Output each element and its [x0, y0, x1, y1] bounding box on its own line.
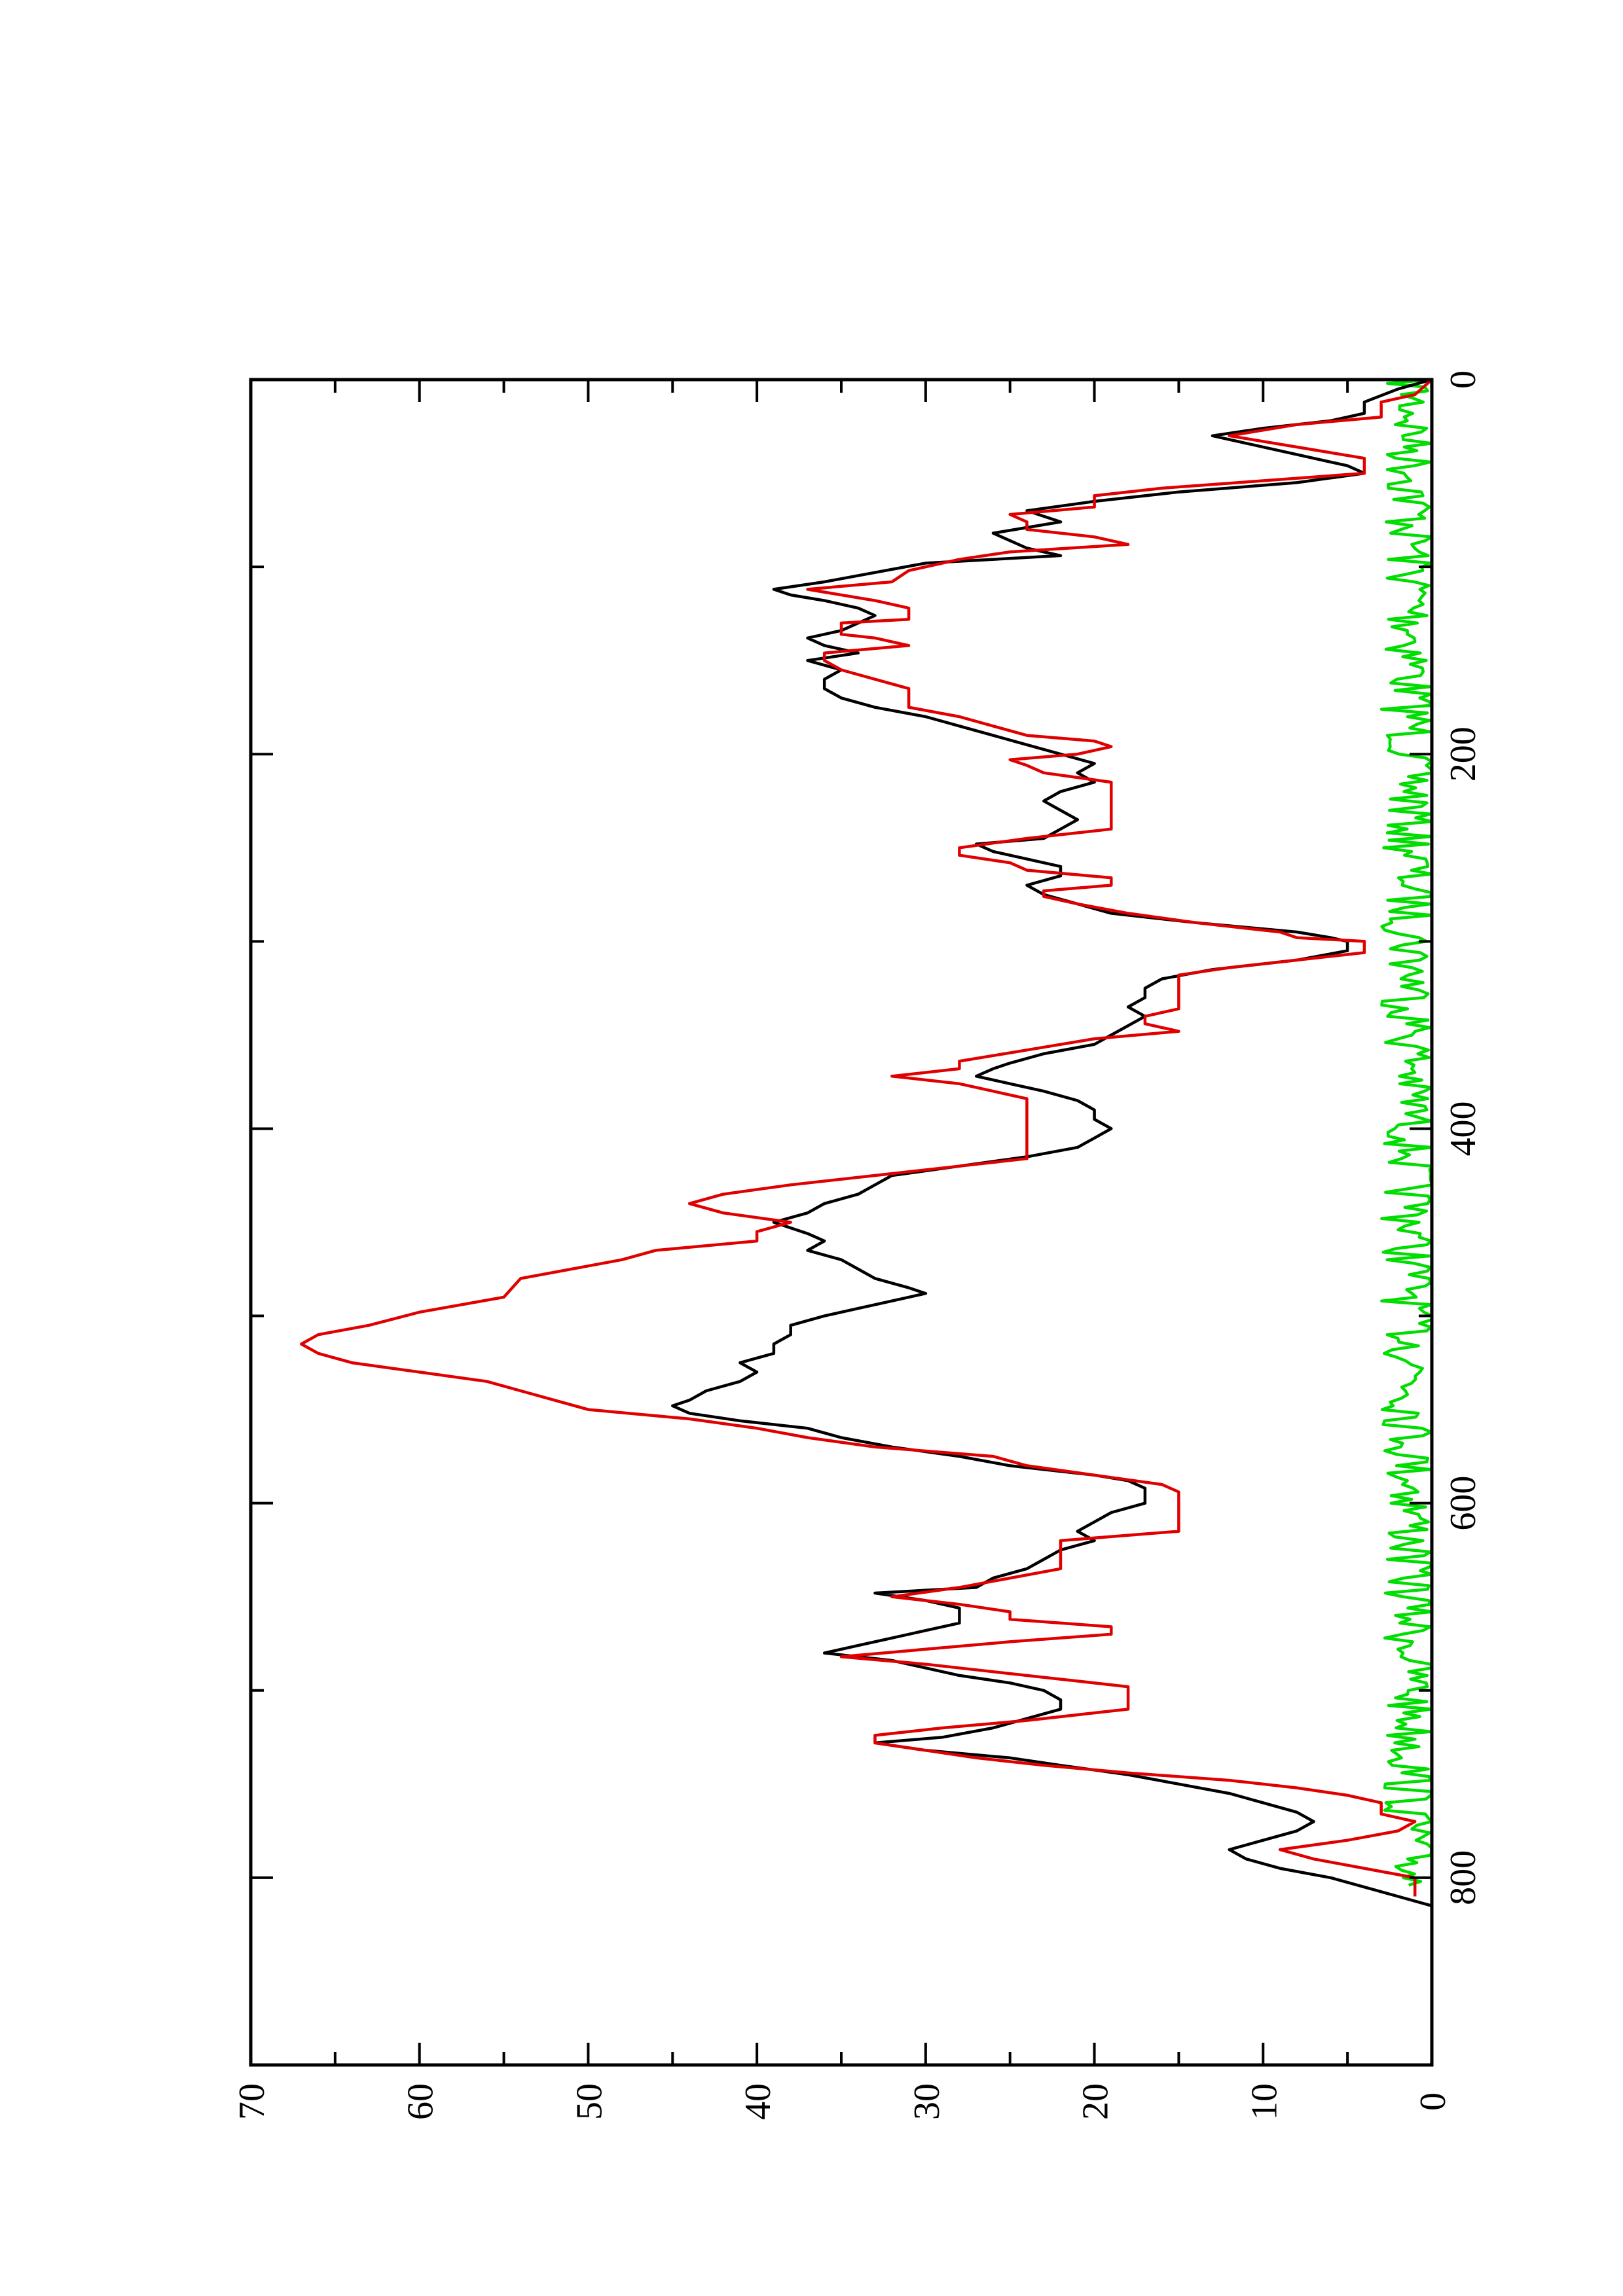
x-tick-label: 0	[1443, 370, 1484, 389]
series-line-3	[1379, 378, 1434, 1887]
axes: 0 200 400 600 800 0 10 20 30 40 50 60 70	[232, 370, 1484, 2120]
y-tick-label: 0	[1413, 2092, 1453, 2111]
x-tick-label: 200	[1443, 726, 1484, 781]
series-line-1	[671, 378, 1432, 1907]
y-tick-label: 50	[569, 2083, 610, 2120]
y-tick-label: 20	[1076, 2083, 1116, 2120]
x-tick-label: 800	[1443, 1850, 1484, 1905]
plot-area	[300, 378, 1434, 1907]
y-tick-label: 70	[232, 2083, 272, 2120]
series-line-2	[300, 378, 1433, 1897]
y-tick-label: 30	[907, 2083, 947, 2120]
x-tick-label: 400	[1443, 1101, 1484, 1156]
x-tick-label: 600	[1443, 1476, 1484, 1531]
y-tick-label: 60	[401, 2083, 441, 2120]
y-tick-label: 10	[1244, 2083, 1285, 2120]
y-tick-label: 40	[738, 2083, 778, 2120]
